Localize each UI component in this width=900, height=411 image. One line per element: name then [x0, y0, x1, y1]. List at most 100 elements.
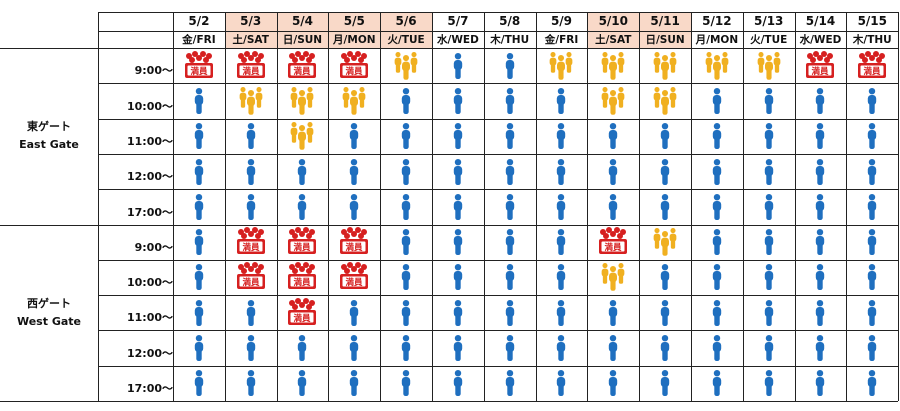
slot-cell[interactable]	[484, 295, 536, 330]
slot-cell[interactable]	[484, 260, 536, 295]
slot-cell[interactable]	[795, 366, 847, 401]
slot-cell[interactable]	[743, 330, 795, 365]
slot-cell[interactable]	[432, 225, 484, 260]
slot-cell[interactable]: 満員	[277, 225, 329, 260]
slot-cell[interactable]	[536, 366, 588, 401]
slot-cell[interactable]	[432, 189, 484, 224]
slot-cell[interactable]	[484, 83, 536, 118]
slot-cell[interactable]	[277, 189, 329, 224]
slot-cell[interactable]	[277, 83, 329, 118]
slot-cell[interactable]	[743, 119, 795, 154]
slot-cell[interactable]	[587, 295, 639, 330]
slot-cell[interactable]	[173, 189, 225, 224]
slot-cell[interactable]	[846, 225, 898, 260]
slot-cell[interactable]	[328, 189, 380, 224]
slot-cell[interactable]	[795, 295, 847, 330]
slot-cell[interactable]	[328, 119, 380, 154]
slot-cell[interactable]	[277, 366, 329, 401]
slot-cell[interactable]	[432, 366, 484, 401]
slot-cell[interactable]: 満員	[795, 48, 847, 83]
slot-cell[interactable]	[691, 189, 743, 224]
slot-cell[interactable]	[225, 330, 277, 365]
slot-cell[interactable]	[743, 83, 795, 118]
slot-cell[interactable]	[536, 83, 588, 118]
slot-cell[interactable]	[536, 48, 588, 83]
slot-cell[interactable]	[432, 83, 484, 118]
slot-cell[interactable]	[639, 154, 691, 189]
slot-cell[interactable]	[380, 189, 432, 224]
slot-cell[interactable]	[846, 295, 898, 330]
slot-cell[interactable]	[277, 330, 329, 365]
slot-cell[interactable]	[536, 189, 588, 224]
slot-cell[interactable]	[225, 83, 277, 118]
slot-cell[interactable]	[484, 330, 536, 365]
slot-cell[interactable]	[691, 330, 743, 365]
slot-cell[interactable]	[380, 48, 432, 83]
slot-cell[interactable]	[484, 189, 536, 224]
slot-cell[interactable]	[225, 295, 277, 330]
slot-cell[interactable]	[225, 366, 277, 401]
slot-cell[interactable]	[380, 83, 432, 118]
slot-cell[interactable]	[484, 154, 536, 189]
slot-cell[interactable]: 満員	[277, 295, 329, 330]
slot-cell[interactable]	[691, 295, 743, 330]
slot-cell[interactable]	[328, 83, 380, 118]
slot-cell[interactable]	[743, 189, 795, 224]
slot-cell[interactable]	[536, 260, 588, 295]
slot-cell[interactable]	[691, 366, 743, 401]
slot-cell[interactable]	[587, 189, 639, 224]
slot-cell[interactable]: 満員	[277, 48, 329, 83]
slot-cell[interactable]	[743, 225, 795, 260]
slot-cell[interactable]	[639, 330, 691, 365]
slot-cell[interactable]	[587, 366, 639, 401]
slot-cell[interactable]	[536, 295, 588, 330]
slot-cell[interactable]	[484, 366, 536, 401]
slot-cell[interactable]	[743, 154, 795, 189]
slot-cell[interactable]	[795, 83, 847, 118]
slot-cell[interactable]	[328, 330, 380, 365]
slot-cell[interactable]	[277, 119, 329, 154]
slot-cell[interactable]	[484, 225, 536, 260]
slot-cell[interactable]	[484, 119, 536, 154]
slot-cell[interactable]	[743, 366, 795, 401]
slot-cell[interactable]	[432, 48, 484, 83]
slot-cell[interactable]: 満員	[328, 48, 380, 83]
slot-cell[interactable]	[691, 48, 743, 83]
slot-cell[interactable]	[380, 330, 432, 365]
slot-cell[interactable]	[846, 154, 898, 189]
slot-cell[interactable]	[380, 366, 432, 401]
slot-cell[interactable]	[536, 119, 588, 154]
slot-cell[interactable]: 満員	[173, 48, 225, 83]
slot-cell[interactable]	[639, 366, 691, 401]
slot-cell[interactable]	[380, 260, 432, 295]
slot-cell[interactable]	[380, 295, 432, 330]
slot-cell[interactable]	[587, 119, 639, 154]
slot-cell[interactable]	[639, 48, 691, 83]
slot-cell[interactable]	[328, 295, 380, 330]
slot-cell[interactable]	[587, 83, 639, 118]
slot-cell[interactable]	[639, 83, 691, 118]
slot-cell[interactable]	[536, 330, 588, 365]
slot-cell[interactable]	[587, 330, 639, 365]
slot-cell[interactable]	[691, 225, 743, 260]
slot-cell[interactable]	[328, 366, 380, 401]
slot-cell[interactable]	[173, 119, 225, 154]
slot-cell[interactable]	[173, 366, 225, 401]
slot-cell[interactable]	[743, 260, 795, 295]
slot-cell[interactable]: 満員	[328, 260, 380, 295]
slot-cell[interactable]	[380, 225, 432, 260]
slot-cell[interactable]	[639, 189, 691, 224]
slot-cell[interactable]	[225, 154, 277, 189]
slot-cell[interactable]	[173, 225, 225, 260]
slot-cell[interactable]	[846, 189, 898, 224]
slot-cell[interactable]	[795, 189, 847, 224]
slot-cell[interactable]	[432, 154, 484, 189]
slot-cell[interactable]	[380, 154, 432, 189]
slot-cell[interactable]: 満員	[846, 48, 898, 83]
slot-cell[interactable]	[173, 330, 225, 365]
slot-cell[interactable]	[484, 48, 536, 83]
slot-cell[interactable]: 満員	[225, 225, 277, 260]
slot-cell[interactable]	[846, 119, 898, 154]
slot-cell[interactable]	[587, 154, 639, 189]
slot-cell[interactable]	[846, 330, 898, 365]
